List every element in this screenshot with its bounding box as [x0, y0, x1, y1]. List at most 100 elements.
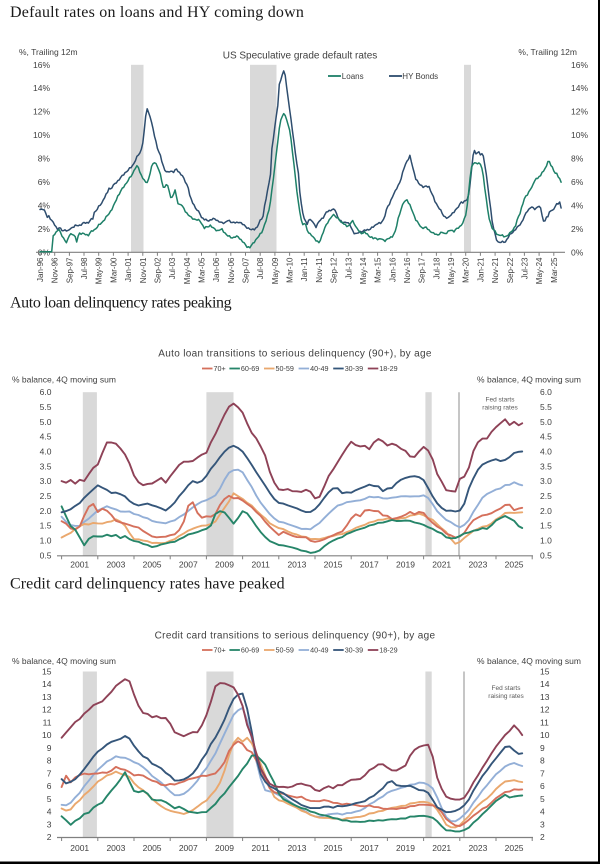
svg-text:14: 14	[42, 679, 52, 689]
svg-text:2005: 2005	[143, 843, 162, 853]
svg-text:70+: 70+	[214, 364, 226, 373]
svg-text:2011: 2011	[252, 843, 271, 853]
svg-text:2007: 2007	[179, 560, 198, 570]
svg-text:6: 6	[47, 781, 52, 791]
svg-text:Nov-96: Nov-96	[51, 257, 60, 283]
svg-text:Jul-23: Jul-23	[520, 257, 529, 279]
svg-text:6%: 6%	[571, 177, 584, 187]
svg-text:Jan-01: Jan-01	[124, 257, 133, 282]
svg-text:60-69: 60-69	[241, 364, 259, 373]
svg-text:May-14: May-14	[359, 257, 368, 284]
svg-text:Jan-21: Jan-21	[476, 257, 485, 282]
svg-text:5: 5	[47, 794, 52, 804]
svg-text:40-49: 40-49	[310, 646, 328, 655]
svg-text:Mar-25: Mar-25	[550, 257, 559, 283]
svg-text:2017: 2017	[360, 843, 379, 853]
svg-text:2.5: 2.5	[40, 491, 52, 501]
svg-text:14%: 14%	[33, 83, 50, 93]
svg-text:2025: 2025	[505, 843, 524, 853]
svg-text:4: 4	[540, 807, 545, 817]
svg-text:2021: 2021	[432, 843, 451, 853]
svg-text:1.5: 1.5	[540, 521, 552, 531]
svg-text:10: 10	[42, 730, 52, 740]
svg-text:1.0: 1.0	[40, 535, 52, 545]
svg-text:Jan-11: Jan-11	[300, 257, 309, 281]
svg-text:4.5: 4.5	[40, 432, 52, 442]
svg-text:Mar-10: Mar-10	[286, 257, 295, 283]
svg-text:5.5: 5.5	[540, 402, 552, 412]
svg-text:4: 4	[47, 807, 52, 817]
svg-text:10: 10	[540, 730, 550, 740]
svg-text:15: 15	[42, 667, 52, 677]
svg-text:13: 13	[540, 692, 550, 702]
svg-text:2019: 2019	[396, 560, 415, 570]
svg-text:30-39: 30-39	[345, 646, 363, 655]
svg-text:9: 9	[47, 743, 52, 753]
svg-text:Mar-05: Mar-05	[198, 257, 207, 283]
svg-text:Sep-12: Sep-12	[330, 257, 339, 283]
svg-text:11: 11	[540, 717, 549, 727]
svg-text:2017: 2017	[360, 560, 379, 570]
svg-text:3.0: 3.0	[540, 476, 552, 486]
svg-text:14%: 14%	[571, 83, 588, 93]
svg-text:16%: 16%	[33, 60, 50, 70]
svg-text:Nov-01: Nov-01	[139, 257, 148, 283]
svg-text:May-19: May-19	[447, 257, 456, 284]
svg-text:6.0: 6.0	[540, 387, 552, 397]
svg-text:Sep-02: Sep-02	[153, 257, 162, 283]
svg-text:4%: 4%	[38, 200, 51, 210]
svg-text:12%: 12%	[571, 107, 588, 117]
svg-text:May-09: May-09	[271, 257, 280, 284]
svg-text:2003: 2003	[106, 560, 125, 570]
svg-text:Credit card delinquency rates: Credit card delinquency rates have peake…	[10, 576, 285, 593]
svg-text:8%: 8%	[571, 154, 584, 164]
svg-text:Fed starts: Fed starts	[492, 685, 522, 692]
svg-text:2023: 2023	[468, 560, 487, 570]
svg-text:Nov-06: Nov-06	[227, 257, 236, 283]
svg-text:Jan-06: Jan-06	[212, 257, 221, 282]
svg-text:Jan-16: Jan-16	[388, 257, 397, 282]
svg-text:2021: 2021	[432, 560, 451, 570]
svg-text:1.5: 1.5	[40, 521, 52, 531]
svg-text:2007: 2007	[179, 843, 198, 853]
svg-text:6%: 6%	[38, 177, 51, 187]
svg-text:50-59: 50-59	[276, 646, 294, 655]
svg-text:5: 5	[540, 794, 545, 804]
svg-text:Jul-13: Jul-13	[344, 257, 353, 279]
svg-text:12: 12	[42, 705, 52, 715]
svg-text:2011: 2011	[252, 560, 271, 570]
svg-text:18-29: 18-29	[379, 364, 397, 373]
svg-text:US Speculative grade default r: US Speculative grade default rates	[223, 51, 378, 62]
svg-text:2001: 2001	[70, 560, 89, 570]
svg-text:14: 14	[540, 679, 550, 689]
svg-text:HY Bonds: HY Bonds	[402, 72, 438, 81]
svg-text:15: 15	[540, 667, 550, 677]
svg-text:6.0: 6.0	[40, 387, 52, 397]
svg-text:2015: 2015	[324, 843, 343, 853]
svg-text:Auto loan transitions to serio: Auto loan transitions to serious delinqu…	[158, 349, 432, 360]
svg-text:3: 3	[47, 819, 52, 829]
svg-text:Jan-96: Jan-96	[36, 257, 45, 282]
svg-text:11: 11	[43, 717, 52, 727]
svg-text:Jul-03: Jul-03	[168, 257, 177, 279]
svg-text:%, Trailing 12m: %, Trailing 12m	[518, 47, 577, 57]
svg-text:May-04: May-04	[183, 257, 192, 284]
svg-text:%, Trailing 12m: %, Trailing 12m	[19, 47, 78, 57]
svg-text:50-59: 50-59	[276, 364, 294, 373]
svg-text:7: 7	[47, 768, 52, 778]
svg-text:2019: 2019	[396, 843, 415, 853]
svg-text:Auto loan delinquency rates pe: Auto loan delinquency rates peaking	[10, 295, 232, 312]
svg-text:2015: 2015	[324, 560, 343, 570]
svg-text:raising rates: raising rates	[482, 405, 518, 412]
svg-text:8: 8	[47, 756, 52, 766]
svg-text:8: 8	[540, 756, 545, 766]
svg-text:2: 2	[540, 832, 545, 842]
svg-text:2023: 2023	[468, 843, 487, 853]
svg-text:60-69: 60-69	[241, 646, 259, 655]
svg-text:Credit card transitions to ser: Credit card transitions to serious delin…	[155, 631, 436, 642]
svg-text:6: 6	[540, 781, 545, 791]
svg-text:4.0: 4.0	[40, 446, 52, 456]
svg-text:3.5: 3.5	[540, 461, 552, 471]
svg-text:Sep-17: Sep-17	[418, 257, 427, 283]
svg-text:1.0: 1.0	[540, 535, 552, 545]
